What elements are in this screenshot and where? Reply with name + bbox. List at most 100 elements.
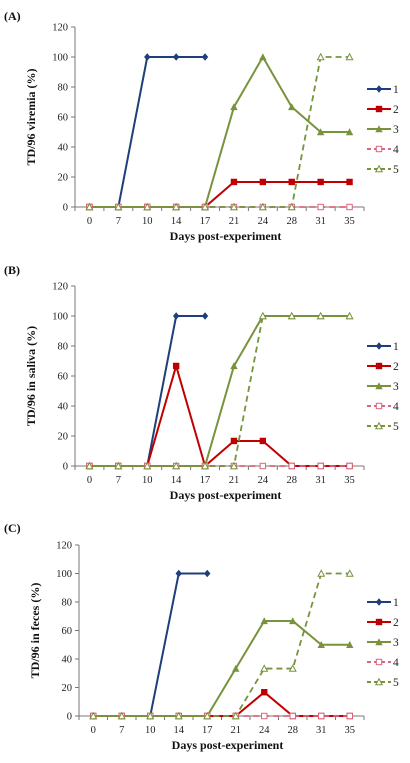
x-tick-label: 0 [87, 216, 92, 227]
series-line [89, 56, 350, 208]
y-tick-label: 60 [62, 626, 73, 637]
y-axis-title: TD/96 in saliva (%) [24, 326, 38, 426]
y-tick-label: 40 [58, 143, 69, 154]
data-point [259, 437, 267, 445]
x-tick-label: 21 [231, 725, 242, 736]
x-tick-label: 31 [316, 725, 327, 736]
y-tick-label: 80 [58, 342, 69, 353]
y-tick-label: 60 [58, 372, 69, 383]
x-tick-label: 0 [91, 725, 96, 736]
data-point [201, 53, 209, 61]
data-point [346, 203, 353, 211]
legend-label: 1 [393, 84, 399, 96]
data-point [317, 462, 324, 470]
x-tick-label: 14 [171, 475, 182, 486]
data-point [232, 664, 240, 672]
legend-label: 4 [393, 144, 399, 156]
data-point [287, 311, 296, 320]
x-tick-label: 10 [142, 216, 153, 227]
legend-label: 2 [393, 104, 399, 116]
x-tick-label: 10 [142, 475, 153, 486]
x-tick-label: 31 [315, 216, 326, 227]
data-point [345, 52, 354, 61]
data-point [230, 103, 238, 111]
data-point [172, 312, 180, 320]
data-point [346, 712, 353, 720]
legend-label: 3 [393, 381, 399, 393]
data-point [287, 202, 296, 211]
y-tick-label: 20 [58, 173, 69, 184]
data-point [346, 462, 353, 470]
x-axis-title: Days post-experiment [172, 738, 284, 752]
data-point [317, 203, 324, 211]
x-tick-label: 17 [202, 725, 213, 736]
x-tick-label: 35 [344, 216, 355, 227]
x-tick-label: 24 [258, 475, 269, 486]
data-point [172, 53, 180, 61]
legend-marker [375, 402, 383, 410]
data-point [316, 311, 325, 320]
series-line [89, 56, 350, 208]
y-tick-label: 60 [58, 113, 69, 124]
data-point [229, 461, 238, 470]
data-point [114, 202, 123, 211]
x-tick-label: 14 [174, 725, 185, 736]
data-point [346, 641, 354, 648]
x-tick-label: 21 [229, 475, 240, 486]
data-point [203, 711, 212, 720]
data-point [260, 664, 269, 672]
y-tick-label: 80 [62, 598, 73, 609]
series-line [89, 315, 206, 467]
legend-label: 4 [393, 401, 399, 413]
y-tick-label: 0 [63, 203, 68, 214]
legend-label: 4 [393, 657, 399, 669]
legend-label: 5 [393, 677, 399, 689]
legend-marker [375, 105, 383, 113]
data-point [230, 437, 238, 445]
legend-marker [374, 421, 384, 430]
data-point [261, 712, 268, 720]
series-line [89, 56, 206, 208]
legend-marker [375, 658, 383, 666]
y-tick-label: 20 [58, 432, 69, 443]
x-tick-label: 35 [345, 725, 356, 736]
data-point [172, 461, 181, 470]
x-tick-label: 28 [288, 725, 299, 736]
data-point [317, 178, 324, 186]
series-line [89, 315, 350, 467]
x-tick-label: 17 [200, 475, 211, 486]
legend-label: 2 [393, 617, 399, 629]
y-tick-label: 100 [52, 53, 68, 64]
data-point [201, 461, 210, 470]
x-tick-label: 28 [287, 475, 298, 486]
legend-marker [375, 145, 383, 153]
data-point [289, 712, 296, 720]
legend-label: 5 [393, 164, 399, 176]
data-point [89, 711, 98, 720]
data-point [259, 53, 267, 61]
legend-label: 5 [393, 421, 399, 433]
legend-marker [375, 342, 383, 350]
data-point [288, 178, 295, 186]
data-point [288, 462, 295, 470]
data-point [260, 617, 268, 625]
y-tick-label: 100 [56, 569, 72, 580]
series-line [93, 619, 350, 717]
x-tick-label: 31 [315, 475, 326, 486]
data-point [175, 569, 182, 578]
x-tick-label: 35 [344, 475, 355, 486]
x-tick-label: 7 [119, 725, 124, 736]
y-tick-label: 100 [52, 312, 68, 323]
legend-marker [375, 125, 383, 133]
data-point [201, 312, 209, 320]
y-tick-label: 20 [62, 683, 73, 694]
data-point [85, 202, 94, 211]
x-tick-label: 7 [116, 216, 121, 227]
data-point [289, 617, 297, 625]
x-tick-label: 17 [200, 216, 211, 227]
y-tick-label: 80 [58, 83, 69, 94]
data-point [261, 689, 268, 696]
data-point [231, 711, 240, 720]
